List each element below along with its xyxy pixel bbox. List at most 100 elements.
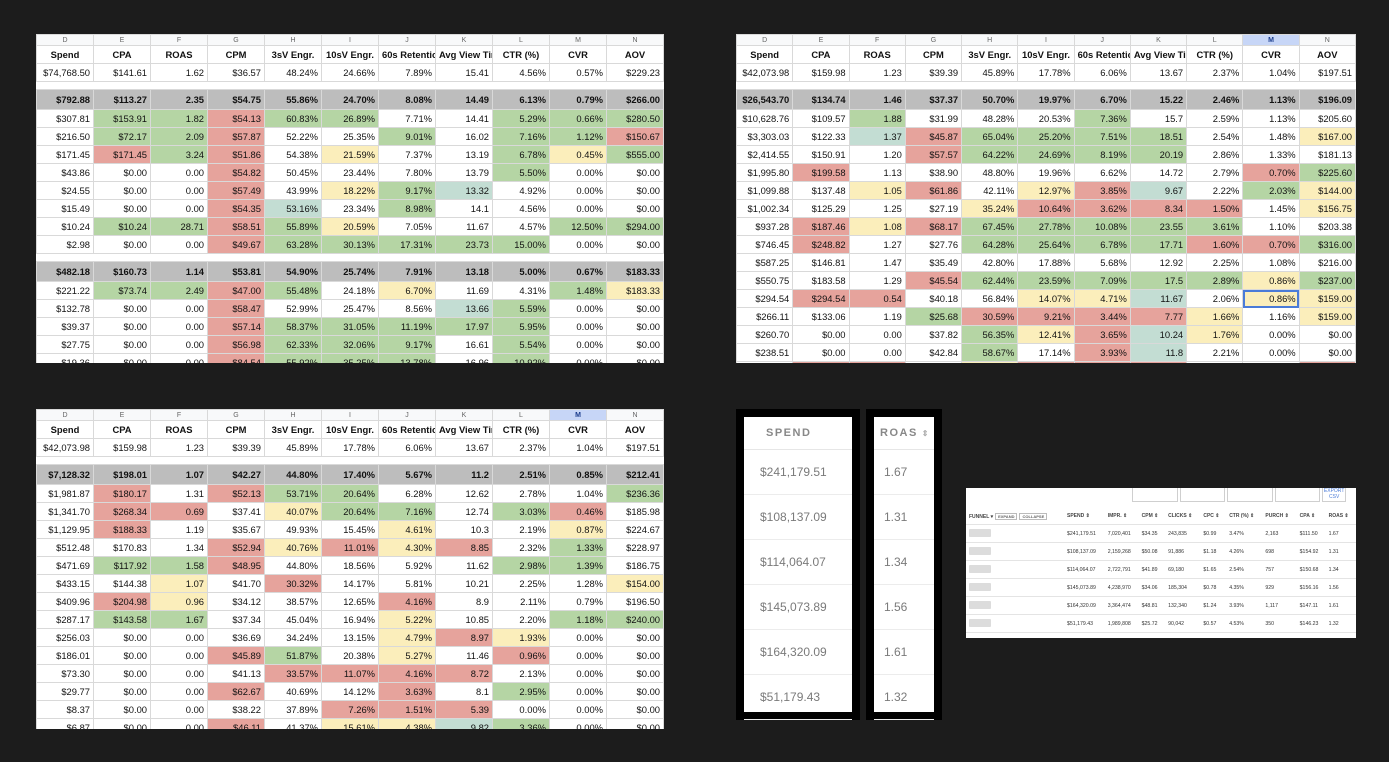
data-row-cell[interactable]: $27.19 — [904, 199, 963, 218]
data-row-cell[interactable]: 28.71 — [150, 217, 208, 236]
data-row-cell[interactable]: $0.00 — [93, 664, 151, 683]
data-row-cell[interactable]: $0.00 — [93, 163, 151, 182]
data-row-cell[interactable]: 12.65% — [321, 592, 379, 611]
header-row-cell[interactable]: 60s Retention% — [378, 45, 436, 64]
data-row-cell[interactable]: 9.67 — [1129, 181, 1188, 200]
data-row-cell[interactable]: $57.57 — [904, 145, 963, 164]
data-row-cell[interactable]: 33.57% — [264, 664, 322, 683]
data-row-cell[interactable]: 0.00% — [492, 700, 550, 719]
data-row-cell[interactable]: 13.19 — [435, 145, 493, 164]
data-row-cell[interactable]: $237.00 — [1298, 271, 1356, 290]
column-letter[interactable]: K — [1129, 34, 1188, 46]
data-row-cell[interactable]: 1.34 — [150, 538, 208, 557]
data-row-cell[interactable]: $1,981.87 — [36, 484, 94, 503]
data-row-cell[interactable]: 15.61% — [321, 718, 379, 729]
data-row-cell[interactable]: $47.00 — [207, 281, 265, 300]
data-row-cell[interactable]: 8.97 — [435, 628, 493, 647]
data-row-cell[interactable]: 7.51% — [1073, 127, 1131, 146]
data-row-cell[interactable]: 13.66 — [435, 299, 493, 318]
total-row-cell[interactable]: 24.66% — [321, 63, 379, 82]
data-row-cell[interactable]: 4.16% — [378, 592, 436, 611]
data-row-cell[interactable]: $84.54 — [207, 353, 265, 363]
data-row-cell[interactable]: $19.36 — [36, 353, 94, 363]
data-row-cell[interactable]: 0.00% — [549, 163, 607, 182]
mini-table-row[interactable]: $145,073.89 4,238,970 $34.06 185,304 $0.78 4.… — [966, 578, 1356, 597]
mini-column-header[interactable]: CLICKS ⇕ — [1165, 508, 1201, 525]
data-row-cell[interactable]: 10.08% — [1073, 217, 1131, 236]
data-row-cell[interactable]: $240.00 — [606, 610, 664, 629]
data-row-cell[interactable]: 42.11% — [961, 181, 1019, 200]
data-row-cell[interactable]: $937.28 — [736, 217, 794, 236]
data-row-cell[interactable]: $73.74 — [93, 281, 151, 300]
data-row-cell[interactable]: 0.00 — [150, 664, 208, 683]
data-row-cell[interactable]: $187.46 — [792, 217, 850, 236]
data-row-cell[interactable]: 1.18% — [549, 610, 607, 629]
data-row-cell[interactable]: 7.05% — [378, 217, 436, 236]
total-row-cell[interactable]: 6.06% — [378, 438, 436, 457]
data-row-cell[interactable]: $54.35 — [207, 199, 265, 218]
data-row-cell[interactable]: 1.45% — [1242, 199, 1300, 218]
data-row-cell[interactable]: 0.00 — [150, 163, 208, 182]
header-row-cell[interactable]: Spend — [36, 420, 94, 439]
data-row-cell[interactable]: 0.30 — [848, 361, 906, 363]
data-row-cell[interactable]: 17.14% — [1017, 343, 1075, 362]
data-row-cell[interactable]: 2.79% — [1186, 163, 1244, 182]
data-row-cell[interactable]: $224.67 — [606, 520, 664, 539]
data-row-cell[interactable]: 18.22% — [321, 181, 379, 200]
data-row-cell[interactable]: 1.33% — [1242, 145, 1300, 164]
data-row-cell[interactable]: 23.34% — [321, 199, 379, 218]
data-row-cell[interactable]: 8.9 — [435, 592, 493, 611]
column-letter[interactable]: E — [792, 34, 850, 46]
data-row-cell[interactable]: 1.28% — [549, 574, 607, 593]
data-row-cell[interactable]: 10.21 — [435, 574, 493, 593]
data-row-cell[interactable]: 24.69% — [1017, 145, 1075, 164]
data-row-cell[interactable]: 25.47% — [321, 299, 379, 318]
data-row-cell[interactable]: 13.79 — [435, 163, 493, 182]
data-row-cell[interactable]: $183.58 — [792, 271, 850, 290]
data-row-cell[interactable]: 1.20 — [848, 145, 906, 164]
header-row-cell[interactable]: CPM — [207, 45, 265, 64]
data-row-cell[interactable]: 7.16% — [378, 502, 436, 521]
data-row-cell[interactable]: 2.11% — [492, 592, 550, 611]
data-row-cell[interactable]: $167.00 — [1298, 127, 1356, 146]
data-row-cell[interactable]: $1,099.88 — [736, 181, 794, 200]
data-row-cell[interactable]: $68.17 — [904, 217, 963, 236]
mini-column-header[interactable]: IMPR. ⇕ — [1104, 508, 1139, 525]
data-row-cell[interactable]: 6.70% — [378, 281, 436, 300]
header-row-cell[interactable]: CPM — [904, 45, 963, 64]
data-row-cell[interactable]: $0.00 — [606, 664, 664, 683]
data-row-cell[interactable]: $1,002.34 — [736, 199, 794, 218]
funnel-header[interactable]: FUNNEL ▾ EXPAND COLLAPSE — [966, 508, 1064, 525]
data-row-cell[interactable]: $0.00 — [606, 646, 664, 665]
data-row-cell[interactable]: $137.48 — [792, 181, 850, 200]
data-row-cell[interactable]: $56.98 — [207, 335, 265, 354]
data-row-cell[interactable]: 2.19% — [492, 520, 550, 539]
header-row-cell[interactable]: CTR (%) — [492, 420, 550, 439]
data-row-cell[interactable]: $555.00 — [606, 145, 664, 164]
data-row-cell[interactable]: $50.17 — [904, 361, 963, 363]
total-row-cell[interactable]: $197.51 — [1298, 63, 1356, 82]
data-row-cell[interactable]: 4.30% — [378, 538, 436, 557]
data-row-cell[interactable]: 55.89% — [264, 217, 322, 236]
data-row-cell[interactable]: $183.33 — [606, 281, 664, 300]
header-row-cell[interactable]: Avg View Time — [435, 420, 493, 439]
data-row-cell[interactable]: $49.67 — [207, 235, 265, 254]
data-row-cell[interactable]: $37.41 — [207, 502, 265, 521]
data-row-cell[interactable]: 2.49 — [150, 281, 208, 300]
data-row-cell[interactable]: $188.33 — [93, 520, 151, 539]
data-row-cell[interactable]: 1.37 — [848, 127, 906, 146]
group-row-cell[interactable]: $198.01 — [93, 464, 151, 485]
data-row-cell[interactable]: 5.22% — [378, 610, 436, 629]
data-row-cell[interactable]: $203.38 — [1298, 217, 1356, 236]
data-row-cell[interactable]: 7.16% — [492, 127, 550, 146]
data-row-cell[interactable]: 1.39% — [549, 556, 607, 575]
data-row-cell[interactable]: 0.86% — [1242, 289, 1300, 308]
data-row-cell[interactable]: 1.05 — [848, 181, 906, 200]
group-row-cell[interactable]: $113.27 — [93, 89, 151, 110]
group-row-cell[interactable]: 25.74% — [321, 261, 379, 282]
data-row-cell[interactable]: 0.54 — [848, 289, 906, 308]
total-row-cell[interactable]: 2.37% — [1186, 63, 1244, 82]
column-letter[interactable]: F — [150, 409, 208, 421]
data-row-cell[interactable]: 14.12% — [321, 682, 379, 701]
total-row-cell[interactable]: $42,073.98 — [736, 63, 794, 82]
